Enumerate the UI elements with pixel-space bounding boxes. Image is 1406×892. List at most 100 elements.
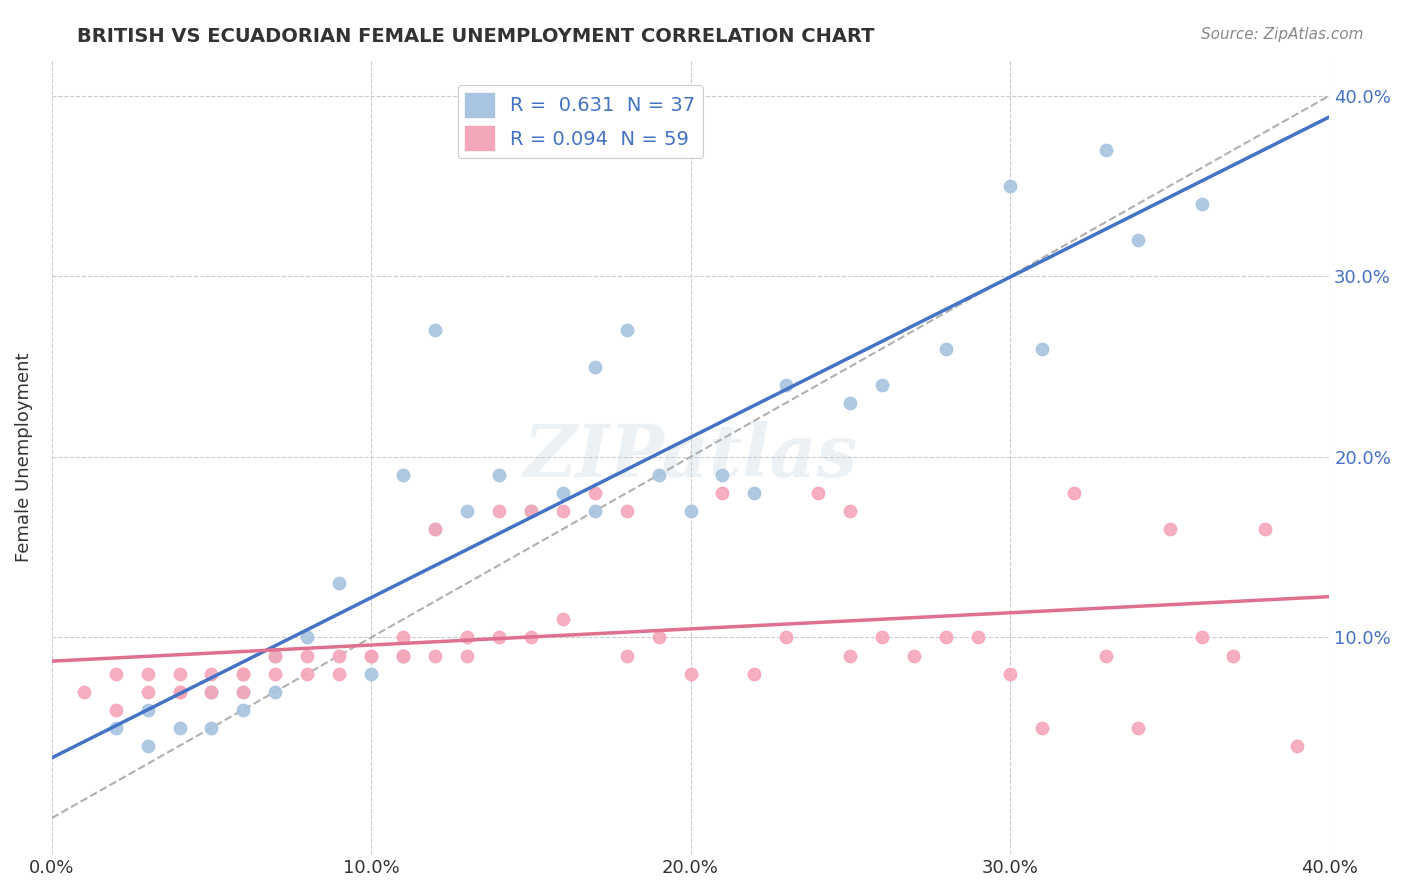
Point	[647, 631, 669, 645]
Point	[328, 648, 350, 663]
Point	[200, 666, 222, 681]
Point	[744, 666, 766, 681]
Point	[583, 504, 606, 518]
Point	[520, 504, 543, 518]
Point	[1094, 648, 1116, 663]
Point	[839, 504, 862, 518]
Point	[616, 648, 638, 663]
Point	[232, 666, 254, 681]
Point	[711, 467, 734, 482]
Point	[456, 631, 478, 645]
Point	[679, 666, 702, 681]
Point	[360, 648, 382, 663]
Point	[1159, 522, 1181, 536]
Point	[297, 666, 319, 681]
Point	[616, 504, 638, 518]
Point	[1126, 233, 1149, 247]
Point	[360, 648, 382, 663]
Point	[264, 684, 287, 698]
Point	[169, 684, 191, 698]
Point	[520, 631, 543, 645]
Point	[232, 666, 254, 681]
Point	[360, 666, 382, 681]
Point	[551, 504, 574, 518]
Point	[1191, 631, 1213, 645]
Point	[839, 395, 862, 409]
Point	[232, 684, 254, 698]
Point	[583, 486, 606, 500]
Point	[583, 359, 606, 374]
Point	[136, 703, 159, 717]
Point	[456, 504, 478, 518]
Point	[488, 504, 510, 518]
Point	[423, 522, 446, 536]
Point	[998, 666, 1021, 681]
Point	[328, 576, 350, 591]
Point	[1286, 739, 1309, 753]
Legend: R =  0.631  N = 37, R = 0.094  N = 59: R = 0.631 N = 37, R = 0.094 N = 59	[457, 86, 703, 158]
Point	[392, 631, 415, 645]
Point	[679, 504, 702, 518]
Text: Source: ZipAtlas.com: Source: ZipAtlas.com	[1201, 27, 1364, 42]
Point	[456, 648, 478, 663]
Point	[264, 648, 287, 663]
Point	[104, 721, 127, 735]
Point	[136, 684, 159, 698]
Point	[1191, 197, 1213, 211]
Point	[935, 631, 957, 645]
Point	[392, 467, 415, 482]
Point	[104, 703, 127, 717]
Point	[1031, 721, 1053, 735]
Point	[998, 179, 1021, 194]
Point	[616, 323, 638, 337]
Point	[1254, 522, 1277, 536]
Point	[647, 467, 669, 482]
Point	[297, 631, 319, 645]
Point	[232, 684, 254, 698]
Point	[903, 648, 925, 663]
Y-axis label: Female Unemployment: Female Unemployment	[15, 352, 32, 562]
Point	[423, 648, 446, 663]
Point	[328, 666, 350, 681]
Point	[551, 612, 574, 626]
Point	[423, 522, 446, 536]
Point	[169, 721, 191, 735]
Point	[136, 739, 159, 753]
Point	[775, 631, 797, 645]
Point	[1063, 486, 1085, 500]
Point	[392, 648, 415, 663]
Point	[392, 648, 415, 663]
Point	[104, 666, 127, 681]
Point	[551, 486, 574, 500]
Point	[870, 377, 893, 392]
Point	[839, 648, 862, 663]
Point	[744, 486, 766, 500]
Point	[807, 486, 830, 500]
Point	[200, 721, 222, 735]
Point	[136, 666, 159, 681]
Point	[1094, 143, 1116, 157]
Point	[297, 648, 319, 663]
Point	[169, 666, 191, 681]
Point	[423, 323, 446, 337]
Point	[870, 631, 893, 645]
Point	[392, 648, 415, 663]
Point	[935, 342, 957, 356]
Point	[232, 703, 254, 717]
Point	[488, 467, 510, 482]
Point	[73, 684, 96, 698]
Point	[200, 684, 222, 698]
Text: ZIPatlas: ZIPatlas	[523, 421, 858, 492]
Point	[200, 684, 222, 698]
Point	[1031, 342, 1053, 356]
Point	[775, 377, 797, 392]
Point	[169, 684, 191, 698]
Point	[264, 666, 287, 681]
Point	[967, 631, 990, 645]
Point	[1126, 721, 1149, 735]
Point	[1222, 648, 1244, 663]
Point	[264, 648, 287, 663]
Point	[520, 504, 543, 518]
Point	[711, 486, 734, 500]
Point	[488, 631, 510, 645]
